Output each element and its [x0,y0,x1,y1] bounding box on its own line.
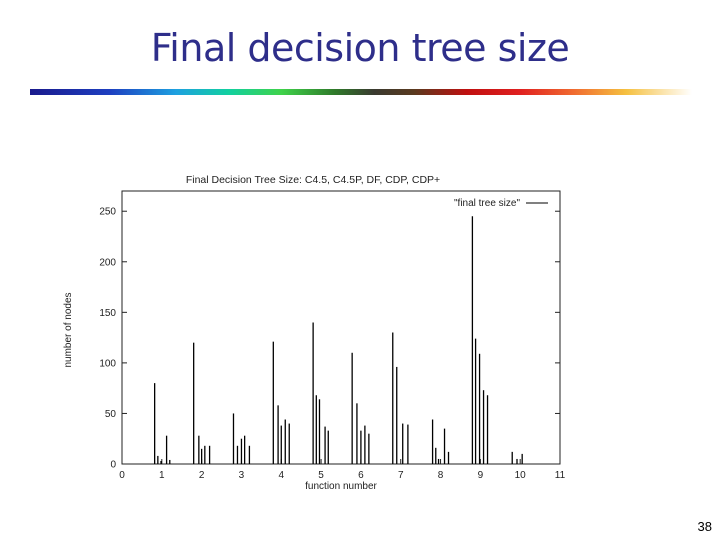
x-tick-label: 7 [398,470,404,481]
y-tick-label: 150 [99,308,116,319]
x-tick-label: 2 [199,470,205,481]
x-tick-label: 3 [239,470,245,481]
x-tick-label: 5 [318,470,324,481]
x-tick-label: 9 [478,470,484,481]
bar-chart: Final Decision Tree Size: C4.5, C4.5P, D… [63,174,566,492]
legend-label: "final tree size" [454,198,520,209]
x-tick-label: 6 [358,470,364,481]
plot-frame [121,190,561,465]
x-tick-label: 1 [159,470,165,481]
x-axis-label: function number [305,481,377,492]
y-tick-label: 100 [99,358,116,369]
x-tick-label: 4 [278,470,284,481]
y-tick-label: 250 [99,207,116,218]
x-tick-label: 8 [438,470,444,481]
plot-area: 0 50 100 150 200 250 0 1 2 3 4 5 6 7 8 9 10 11 "final tree… [99,190,566,481]
y-tick-label: 50 [105,409,117,420]
chart-title: Final Decision Tree Size: C4.5, C4.5P, D… [186,174,440,186]
title-divider-rule [30,89,692,95]
slide-title: Final decision tree size [150,26,570,70]
y-tick-label: 200 [99,257,116,268]
x-tick-label: 10 [515,470,527,481]
y-tick-label: 0 [110,460,116,471]
x-tick-label: 11 [555,470,566,481]
y-axis-label: number of nodes [63,292,74,367]
x-tick-label: 0 [119,470,125,481]
page-number: 38 [697,519,712,534]
